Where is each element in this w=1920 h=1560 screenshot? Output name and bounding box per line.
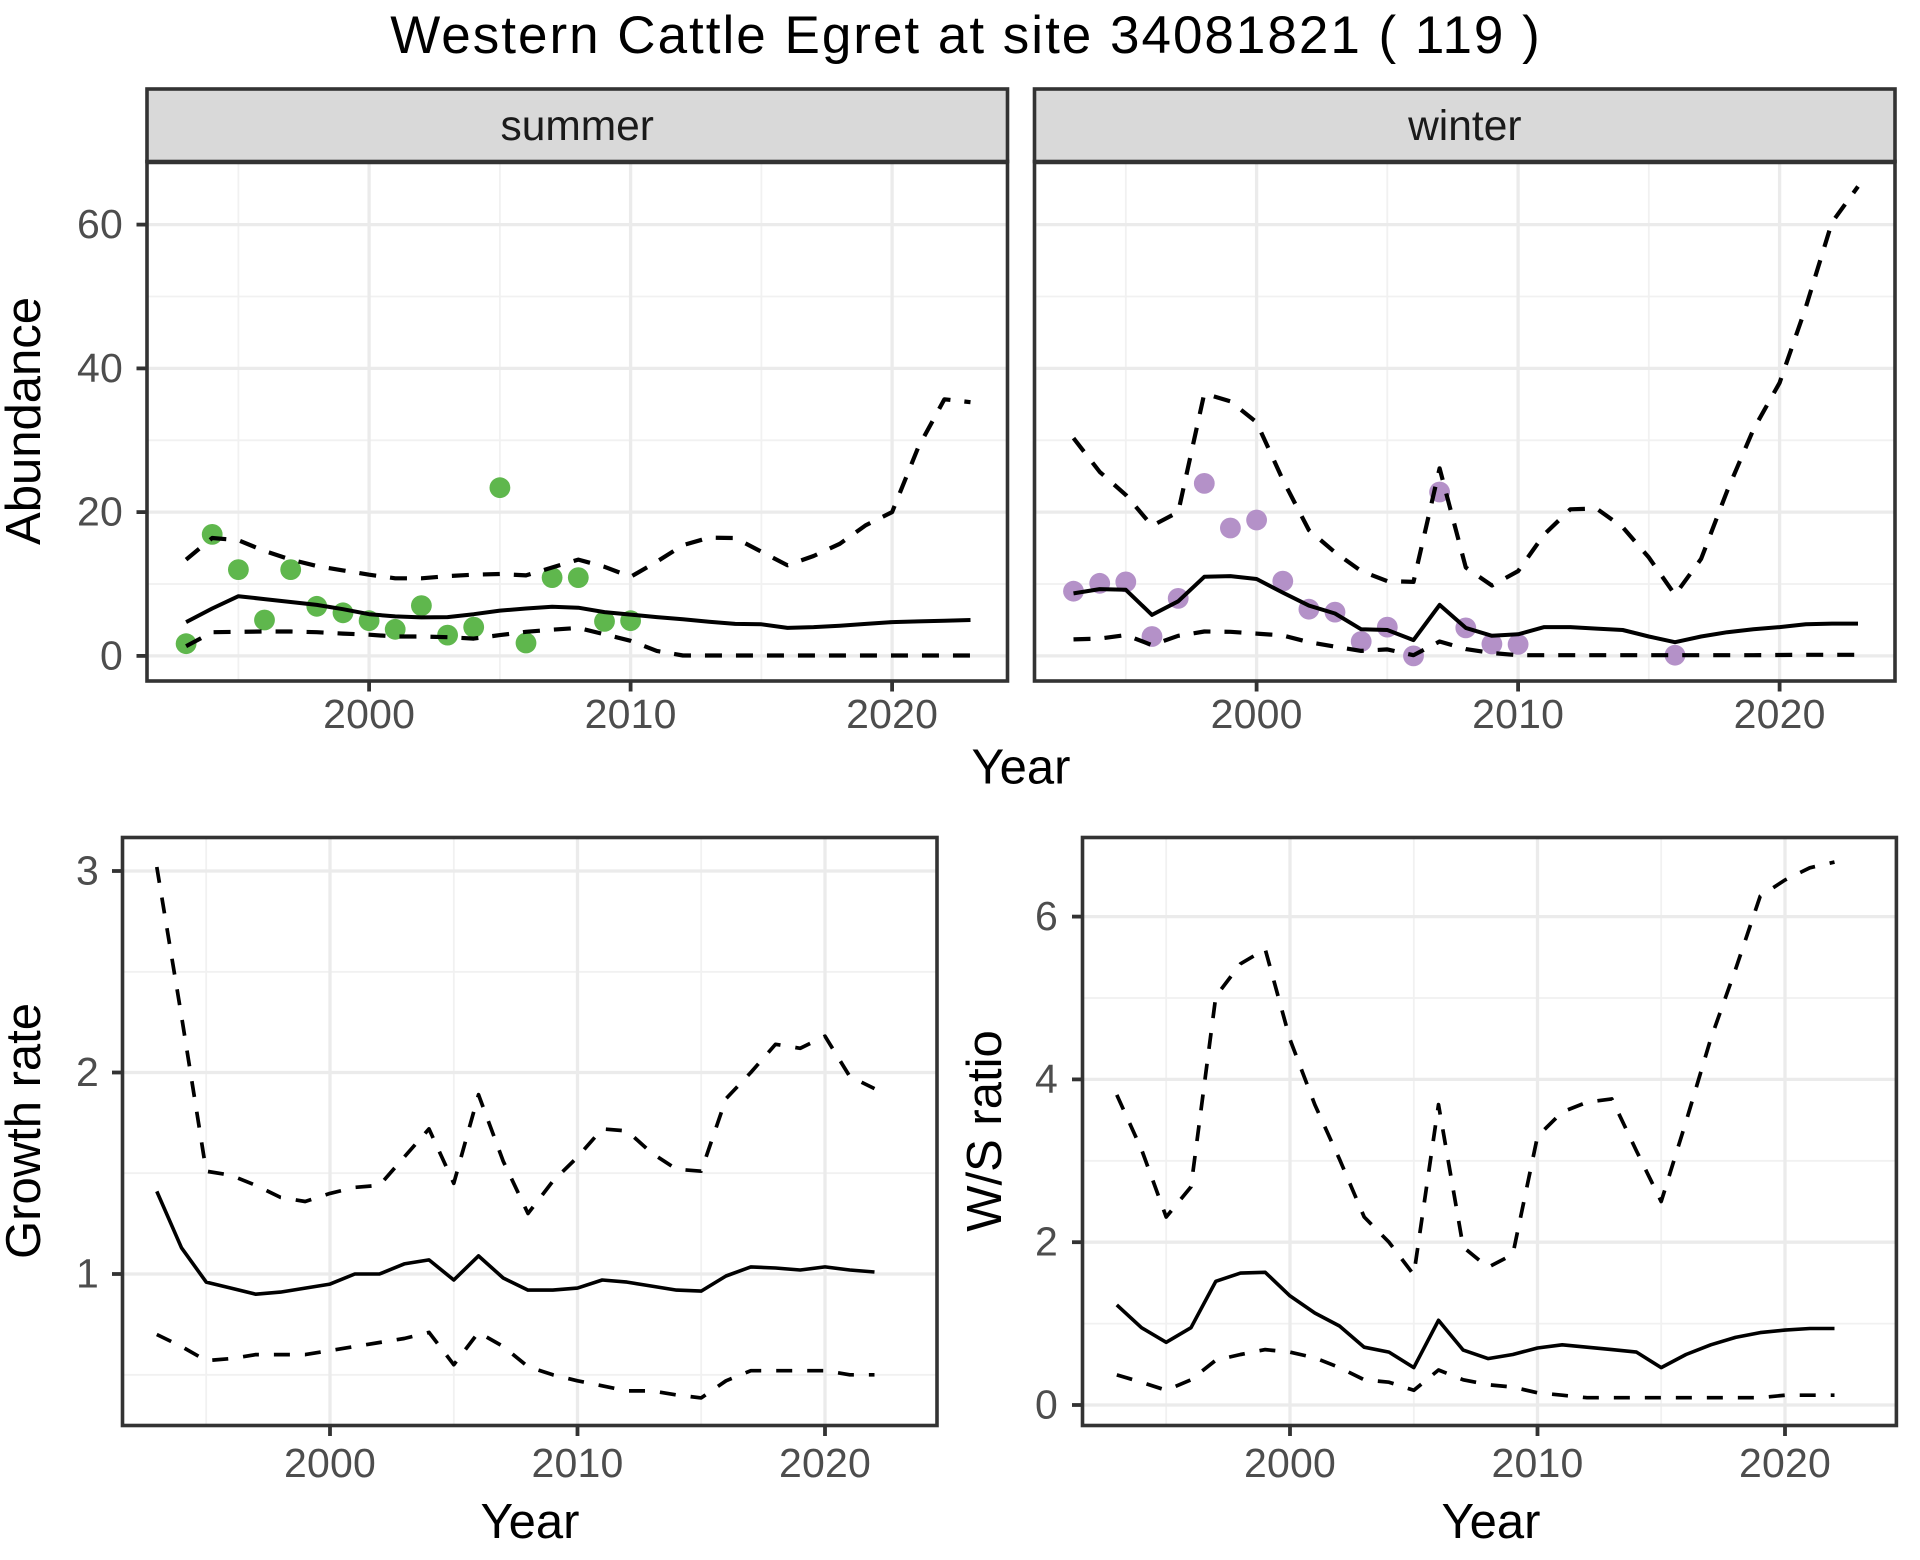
svg-text:6: 6 <box>1035 893 1058 939</box>
svg-text:2020: 2020 <box>846 691 938 737</box>
svg-text:winter: winter <box>1407 103 1521 150</box>
svg-text:2020: 2020 <box>779 1440 871 1486</box>
svg-text:2000: 2000 <box>1244 1440 1336 1486</box>
svg-text:Year: Year <box>971 741 1070 795</box>
svg-text:2000: 2000 <box>323 691 415 737</box>
svg-text:2010: 2010 <box>531 1440 623 1486</box>
svg-text:W/S ratio: W/S ratio <box>958 1030 1012 1231</box>
svg-text:3: 3 <box>76 848 99 894</box>
svg-text:2020: 2020 <box>1734 691 1826 737</box>
svg-text:20: 20 <box>77 489 123 535</box>
svg-text:2010: 2010 <box>1472 691 1564 737</box>
svg-text:0: 0 <box>1035 1382 1058 1428</box>
svg-text:40: 40 <box>77 345 123 391</box>
svg-text:2: 2 <box>1035 1219 1058 1265</box>
svg-text:Year: Year <box>1441 1495 1540 1549</box>
svg-text:60: 60 <box>77 201 123 247</box>
svg-text:Year: Year <box>480 1495 579 1549</box>
svg-text:0: 0 <box>100 632 123 678</box>
svg-text:4: 4 <box>1035 1056 1058 1102</box>
svg-text:2010: 2010 <box>585 691 677 737</box>
svg-text:2010: 2010 <box>1491 1440 1583 1486</box>
svg-text:summer: summer <box>500 103 653 150</box>
svg-text:Abundance: Abundance <box>0 297 51 545</box>
svg-text:1: 1 <box>76 1251 99 1297</box>
svg-text:Growth rate: Growth rate <box>0 1003 51 1259</box>
svg-text:Western Cattle Egret at site 3: Western Cattle Egret at site 34081821 ( … <box>390 6 1542 65</box>
svg-text:2020: 2020 <box>1739 1440 1831 1486</box>
svg-text:2000: 2000 <box>1211 691 1303 737</box>
svg-text:2000: 2000 <box>284 1440 376 1486</box>
svg-text:2: 2 <box>76 1049 99 1095</box>
